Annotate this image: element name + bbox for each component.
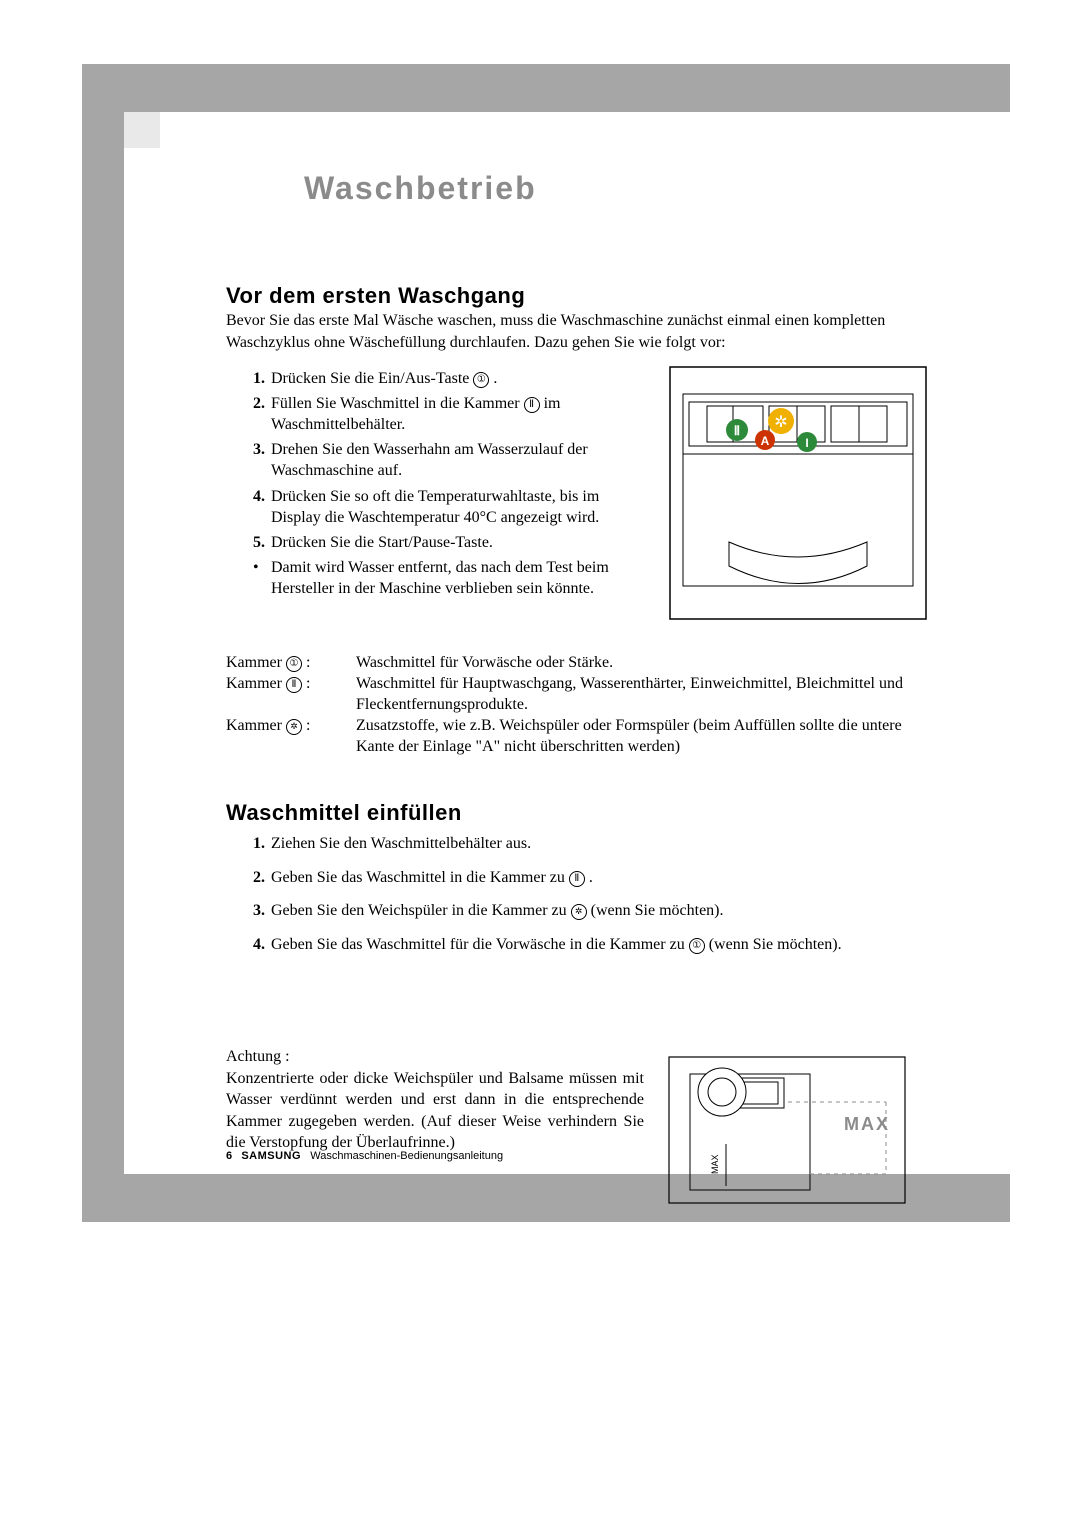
- page-title: Waschbetrieb: [304, 170, 537, 207]
- page-footer: 6 SAMSUNG Waschmaschinen-Bedienungsanlei…: [226, 1150, 503, 1162]
- section1-item: •Damit wird Wasser entfernt, das nach de…: [253, 557, 639, 599]
- svg-text:I: I: [805, 436, 808, 450]
- section2-item: 4.Geben Sie das Waschmittel für die Vorw…: [253, 934, 903, 956]
- section2-item: 1.Ziehen Sie den Waschmittelbehälter aus…: [253, 833, 903, 855]
- figure-max-level: MAX MAX: [668, 1056, 906, 1204]
- svg-text:MAX: MAX: [710, 1154, 720, 1174]
- footer-brand: SAMSUNG: [241, 1150, 301, 1162]
- kammer-row: Kammer ① :Waschmittel für Vorwäsche oder…: [226, 652, 926, 673]
- section2-item: 3.Geben Sie den Weichspüler in die Kamme…: [253, 900, 903, 922]
- frame-left: [82, 112, 124, 1174]
- section2-heading: Waschmittel einfüllen: [226, 800, 462, 826]
- section1-item: 2.Füllen Sie Waschmittel in die Kammer Ⅱ…: [253, 393, 639, 435]
- section1-item: 3.Drehen Sie den Wasserhahn am Wasserzul…: [253, 439, 639, 481]
- svg-text:✲: ✲: [774, 414, 787, 431]
- kammer-block: Kammer ① :Waschmittel für Vorwäsche oder…: [226, 652, 926, 758]
- achtung-text: Konzentrierte oder dicke Weichspüler und…: [226, 1068, 644, 1153]
- section2-list: 1.Ziehen Sie den Waschmittelbehälter aus…: [253, 833, 903, 967]
- section1-item: 4.Drücken Sie so oft die Temperaturwahlt…: [253, 486, 639, 528]
- section2-item: 2.Geben Sie das Waschmittel in die Kamme…: [253, 867, 903, 889]
- frame-top: [82, 64, 1010, 112]
- frame-notch: [124, 112, 160, 148]
- svg-text:Ⅱ: Ⅱ: [734, 423, 740, 438]
- section1-heading: Vor dem ersten Waschgang: [226, 283, 525, 309]
- section1-intro: Bevor Sie das erste Mal Wäsche waschen, …: [226, 310, 926, 353]
- kammer-row: Kammer :Zusatzstoffe, wie z.B. Weichspül…: [226, 715, 926, 757]
- footer-page: 6: [226, 1150, 232, 1162]
- figure-detergent-drawer: Ⅱ ✲ A I: [669, 366, 927, 620]
- achtung-label: Achtung :: [226, 1048, 290, 1066]
- kammer-row: Kammer Ⅱ :Waschmittel für Hauptwaschgang…: [226, 673, 926, 715]
- section1-list: 1.Drücken Sie die Ein/Aus-Taste ① . 2.Fül…: [253, 368, 639, 603]
- svg-text:MAX: MAX: [844, 1114, 890, 1134]
- section1-item: 1.Drücken Sie die Ein/Aus-Taste ① .: [253, 368, 639, 389]
- footer-suffix: Waschmaschinen-Bedienungsanleitung: [310, 1150, 503, 1162]
- svg-text:A: A: [761, 434, 770, 448]
- section1-item: 5.Drücken Sie die Start/Pause-Taste.: [253, 532, 639, 553]
